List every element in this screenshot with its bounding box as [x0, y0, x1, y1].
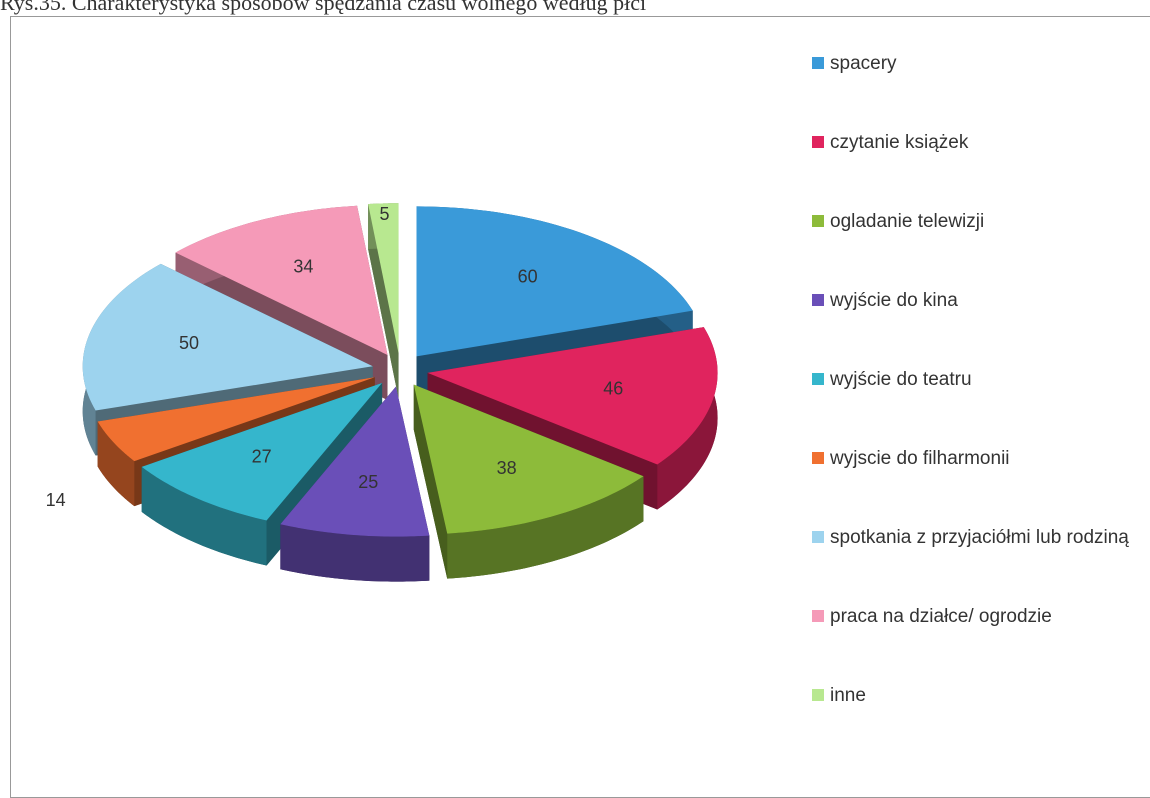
slice-side: [280, 524, 430, 582]
legend-swatch: [812, 610, 824, 622]
legend-label: czytanie książek: [830, 132, 969, 153]
data-label: 14: [46, 490, 66, 510]
legend-swatch: [812, 689, 824, 701]
legend-swatch: [812, 136, 824, 148]
legend-swatch: [812, 215, 824, 227]
legend-swatch: [812, 57, 824, 69]
legend-item: wyjście do kina: [812, 287, 1142, 315]
caption: Rys.35. Charakterystyka sposobów spędzan…: [0, 0, 647, 15]
legend-label: spotkania z przyjaciółmi lub rodziną: [830, 527, 1129, 548]
data-label: 5: [380, 204, 390, 224]
legend-label: spacery: [830, 53, 897, 74]
slice: [427, 327, 718, 465]
legend-swatch: [812, 531, 824, 543]
data-label: 60: [518, 266, 538, 286]
slice: [141, 382, 383, 521]
legend-label: praca na działce/ ogrodzie: [830, 606, 1052, 627]
slice: [413, 384, 644, 534]
slice-wall: [413, 384, 448, 579]
slice: [368, 203, 399, 354]
slice-side: [97, 421, 135, 507]
legend-item: czytanie książek: [812, 129, 1142, 157]
data-label: 27: [252, 447, 272, 467]
data-label: 34: [293, 256, 313, 276]
legend-item: wyjście do teatru: [812, 366, 1142, 394]
slice: [280, 386, 430, 537]
data-label: 50: [179, 333, 199, 353]
slice-wall: [368, 204, 399, 399]
legend-item: inne: [812, 682, 1142, 710]
legend-item: ogladanie telewizji: [812, 208, 1142, 236]
legend-item: praca na działce/ ogrodzie: [812, 603, 1142, 631]
legend-swatch: [812, 373, 824, 385]
legend-label: ogladanie telewizji: [830, 211, 985, 232]
slice: [97, 377, 375, 462]
legend-label: wyjście do kina: [830, 290, 958, 311]
data-label: 46: [603, 378, 623, 398]
legend-swatch: [812, 452, 824, 464]
legend-item: wyjscie do filharmonii: [812, 445, 1142, 473]
slice-side: [657, 327, 718, 510]
legend-item: spotkania z przyjaciółmi lub rodziną: [812, 524, 1142, 552]
legend-label: wyjscie do filharmonii: [830, 448, 1010, 469]
legend-swatch: [812, 294, 824, 306]
legend-label: inne: [830, 685, 866, 706]
data-label: 38: [497, 458, 517, 478]
legend-label: wyjście do teatru: [830, 369, 972, 390]
slice-side: [141, 466, 267, 566]
chart: 60 46 38 25 27 14 50 34 5: [46, 203, 718, 582]
slice: [175, 205, 388, 355]
data-label: 25: [358, 472, 378, 492]
slice: [82, 263, 373, 411]
slice: [416, 206, 693, 357]
legend-item: spacery: [812, 50, 1142, 78]
slice-side: [447, 476, 644, 579]
